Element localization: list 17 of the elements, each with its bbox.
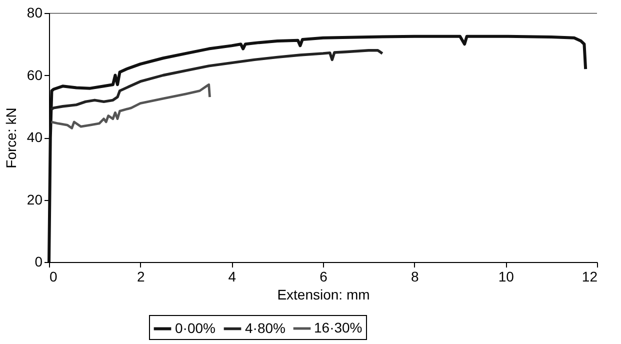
- x-tick-label: 6: [320, 268, 328, 284]
- y-tick-label: 40: [26, 129, 43, 145]
- y-tick-label: 20: [26, 191, 43, 208]
- legend-label: 16·30%: [314, 320, 362, 336]
- legend-label: 0·00%: [175, 320, 216, 336]
- x-tick-label: 8: [410, 268, 419, 284]
- y-tick-label: 80: [26, 4, 43, 20]
- x-tick-label: 10: [498, 268, 514, 284]
- x-tick-label: 0: [50, 268, 58, 284]
- x-tick-label: 4: [228, 268, 236, 284]
- y-tick-label: 0: [34, 254, 43, 270]
- x-tick-label: 12: [582, 268, 598, 284]
- x-axis-title: Extension: mm: [277, 286, 370, 302]
- legend-label: 4·80%: [245, 320, 286, 336]
- x-tick-label: 2: [136, 268, 145, 284]
- y-tick-label: 60: [26, 66, 43, 83]
- y-axis-title: Force: kN: [2, 108, 19, 168]
